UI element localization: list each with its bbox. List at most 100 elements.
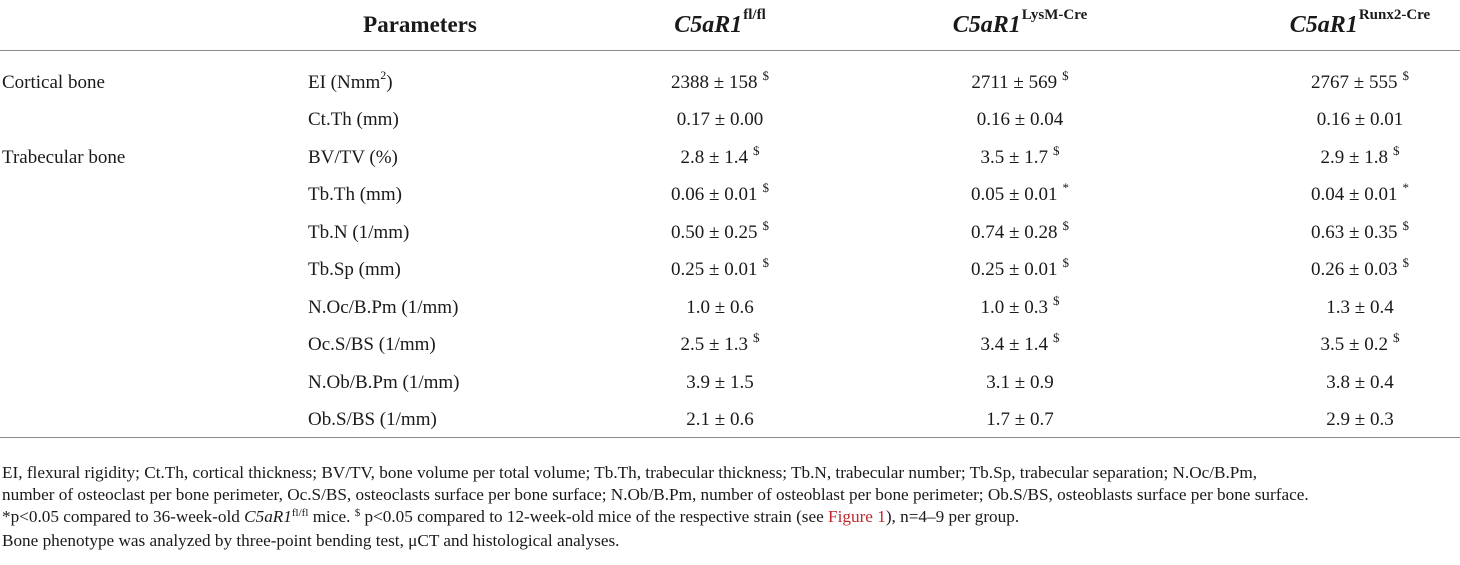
header-col-lysm-sup: LysM-Cre <box>1021 6 1088 23</box>
footnote-sig-gene-sup: fl/fl <box>291 507 309 519</box>
bottom-rule <box>0 437 1460 438</box>
row-parameter-text: Tb.N (1/mm) <box>308 221 410 243</box>
row-value-col1-mark: $ <box>762 180 769 195</box>
row-value-col1: 0.17 ± 0.00 <box>600 102 840 139</box>
table-row: Cortical bone EI (Nmm 2) 2388 ± 158 $2711 ± … <box>0 64 1460 101</box>
row-value-col3-mark: $ <box>1392 330 1400 345</box>
row-value-col3: 0.26 ± 0.03 $ <box>1240 252 1460 289</box>
row-value-col1: 1.0 ± 0.6 <box>600 289 840 326</box>
row-value-col3-text: 1.3 ± 0.4 <box>1326 296 1394 318</box>
row-value-col3-text: 0.04 ± 0.01 <box>1311 184 1398 205</box>
row-value-col2: 3.1 ± 0.9 <box>900 364 1140 401</box>
row-value-col2: 0.25 ± 0.01 $ <box>900 252 1140 289</box>
header-col-flfl-name: C5aR1 <box>674 11 743 38</box>
table-header: Parameters C5aR1 fl/fl C5aR1 LysM-Cre C5aR… <box>0 0 1460 50</box>
row-parameter-text: Tb.Sp (mm) <box>308 259 401 280</box>
table-row: N.Ob/B.Pm (1/mm) 3.9 ± 1.5 3.1 ± 0.9 3.8 ± … <box>0 364 1460 401</box>
row-value-col3: 0.63 ± 0.35 $ <box>1240 214 1460 251</box>
row-value-col2-text: 1.0 ± 0.3 <box>980 296 1048 318</box>
row-parameter: Tb.Sp (mm) <box>308 252 401 289</box>
row-value-col2-text: 3.1 ± 0.9 <box>986 371 1054 393</box>
footnote-sig-d: ), n=4–9 per group. <box>885 507 1020 526</box>
row-value-col2-text: 0.74 ± 0.28 <box>971 221 1058 243</box>
row-value-col1-text: 2.8 ± 1.4 <box>680 146 748 168</box>
row-value-col1-mark: $ <box>762 67 769 83</box>
footnote-abbrev-line2: number of osteoclast per bone perimeter,… <box>2 485 1309 504</box>
row-parameter: Ct.Th (mm) <box>308 102 399 139</box>
row-value-col3: 2767 ± 555 $ <box>1240 64 1460 101</box>
footnote-sig-gene: C5aR1 <box>244 507 292 526</box>
row-value-col3-text: 3.5 ± 0.2 <box>1320 334 1388 355</box>
header-col-flfl-sup: fl/fl <box>743 6 766 23</box>
row-value-col3-text: 2.9 ± 0.3 <box>1326 409 1394 430</box>
row-value-col3-text: 0.63 ± 0.35 <box>1311 221 1398 243</box>
row-value-col3-mark: * <box>1402 180 1409 195</box>
row-value-col3-mark: $ <box>1402 217 1409 233</box>
row-parameter-text: Oc.S/BS (1/mm) <box>308 334 436 355</box>
row-value-col2-mark: $ <box>1052 142 1060 158</box>
footnote-sig-b: mice. <box>308 507 355 526</box>
header-col-runx2-name: C5aR1 <box>1289 11 1358 38</box>
row-parameter-tail: ) <box>386 71 393 93</box>
row-value-col2: 3.5 ± 1.7 $ <box>900 139 1140 176</box>
row-value-col3-mark: $ <box>1392 142 1400 158</box>
row-parameter: Tb.N (1/mm) <box>308 214 409 251</box>
row-value-col2: 3.4 ± 1.4 $ <box>900 327 1140 364</box>
row-value-col3: 0.16 ± 0.01 <box>1240 102 1460 139</box>
row-value-col1-text: 2.5 ± 1.3 <box>680 334 748 355</box>
row-value-col1: 2.8 ± 1.4 $ <box>600 139 840 176</box>
row-value-col3: 3.5 ± 0.2 $ <box>1240 327 1460 364</box>
row-parameter-text: Ob.S/BS (1/mm) <box>308 409 437 430</box>
row-value-col2-text: 1.7 ± 0.7 <box>986 409 1054 430</box>
row-value-col3-text: 2.9 ± 1.8 <box>1320 146 1388 168</box>
row-parameter-text: N.Ob/B.Pm (1/mm) <box>308 371 460 393</box>
row-parameter-text: Tb.Th (mm) <box>308 184 402 205</box>
table-row: Oc.S/BS (1/mm) 2.5 ± 1.3 $3.4 ± 1.4 $ 3.5 ± … <box>0 327 1460 364</box>
header-col-runx2: C5aR1 Runx2-Cre <box>1240 0 1460 50</box>
row-value-col3-mark: $ <box>1402 255 1409 270</box>
row-value-col1-mark: $ <box>752 330 760 345</box>
table-row: Tb.N (1/mm) 0.50 ± 0.25 $0.74 ± 0.28 $0.63 … <box>0 214 1460 251</box>
figure-1-link[interactable]: Figure 1 <box>828 507 886 526</box>
row-value-col1-text: 0.50 ± 0.25 <box>671 221 758 243</box>
row-value-col2-text: 0.05 ± 0.01 <box>971 184 1058 205</box>
row-value-col1: 3.9 ± 1.5 <box>600 364 840 401</box>
row-parameter: Ob.S/BS (1/mm) <box>308 402 437 439</box>
row-parameter-sup: 2 <box>380 68 387 82</box>
row-value-col1: 2388 ± 158 $ <box>600 64 840 101</box>
footnote-method: Bone phenotype was analyzed by three-poi… <box>2 531 620 550</box>
row-value-col3-text: 2767 ± 555 <box>1311 71 1398 93</box>
row-value-col3: 1.3 ± 0.4 <box>1240 289 1460 326</box>
row-parameter: N.Ob/B.Pm (1/mm) <box>308 364 459 401</box>
footnote-sig-dollar: $ <box>354 507 361 519</box>
row-value-col1: 0.50 ± 0.25 $ <box>600 214 840 251</box>
row-parameter: Oc.S/BS (1/mm) <box>308 327 436 364</box>
row-parameter-text: N.Oc/B.Pm (1/mm) <box>308 296 459 318</box>
row-value-col2: 1.0 ± 0.3 $ <box>900 289 1140 326</box>
row-value-col1-text: 0.25 ± 0.01 <box>671 259 758 280</box>
row-value-col2-mark: $ <box>1052 330 1060 345</box>
row-parameter-text: Ct.Th (mm) <box>308 109 399 130</box>
footnote-sig-c: p<0.05 compared to 12-week-old mice of t… <box>360 507 829 526</box>
row-value-col2-mark: $ <box>1062 255 1069 270</box>
row-value-col3-text: 3.8 ± 0.4 <box>1326 371 1394 393</box>
row-value-col1-text: 0.06 ± 0.01 <box>671 184 758 205</box>
row-value-col2: 0.05 ± 0.01 * <box>900 177 1140 214</box>
row-value-col3: 2.9 ± 0.3 <box>1240 402 1460 439</box>
row-value-col1-mark: $ <box>752 142 760 158</box>
row-value-col1: 2.5 ± 1.3 $ <box>600 327 840 364</box>
header-col-runx2-sup: Runx2-Cre <box>1358 6 1431 23</box>
row-parameter-text: BV/TV (%) <box>308 146 398 168</box>
row-value-col3: 3.8 ± 0.4 <box>1240 364 1460 401</box>
row-value-col1-text: 3.9 ± 1.5 <box>686 371 754 393</box>
footnote-significance: *p<0.05 compared to 36-week-old C5aR1fl/… <box>2 506 1458 530</box>
row-value-col1-text: 2388 ± 158 <box>671 71 758 93</box>
row-value-col2: 0.16 ± 0.04 <box>900 102 1140 139</box>
table-row: N.Oc/B.Pm (1/mm) 1.0 ± 0.6 1.0 ± 0.3 $ 1.3 ±… <box>0 289 1460 326</box>
row-value-col1-text: 1.0 ± 0.6 <box>686 296 754 318</box>
row-value-col3: 2.9 ± 1.8 $ <box>1240 139 1460 176</box>
row-value-col2-mark: $ <box>1062 217 1069 233</box>
footnote-abbrev-line1: EI, flexural rigidity; Ct.Th, cortical t… <box>2 463 1258 482</box>
table-row: Ct.Th (mm) 0.17 ± 0.00 0.16 ± 0.04 0.16 ± 0… <box>0 102 1460 139</box>
row-value-col1: 0.25 ± 0.01 $ <box>600 252 840 289</box>
